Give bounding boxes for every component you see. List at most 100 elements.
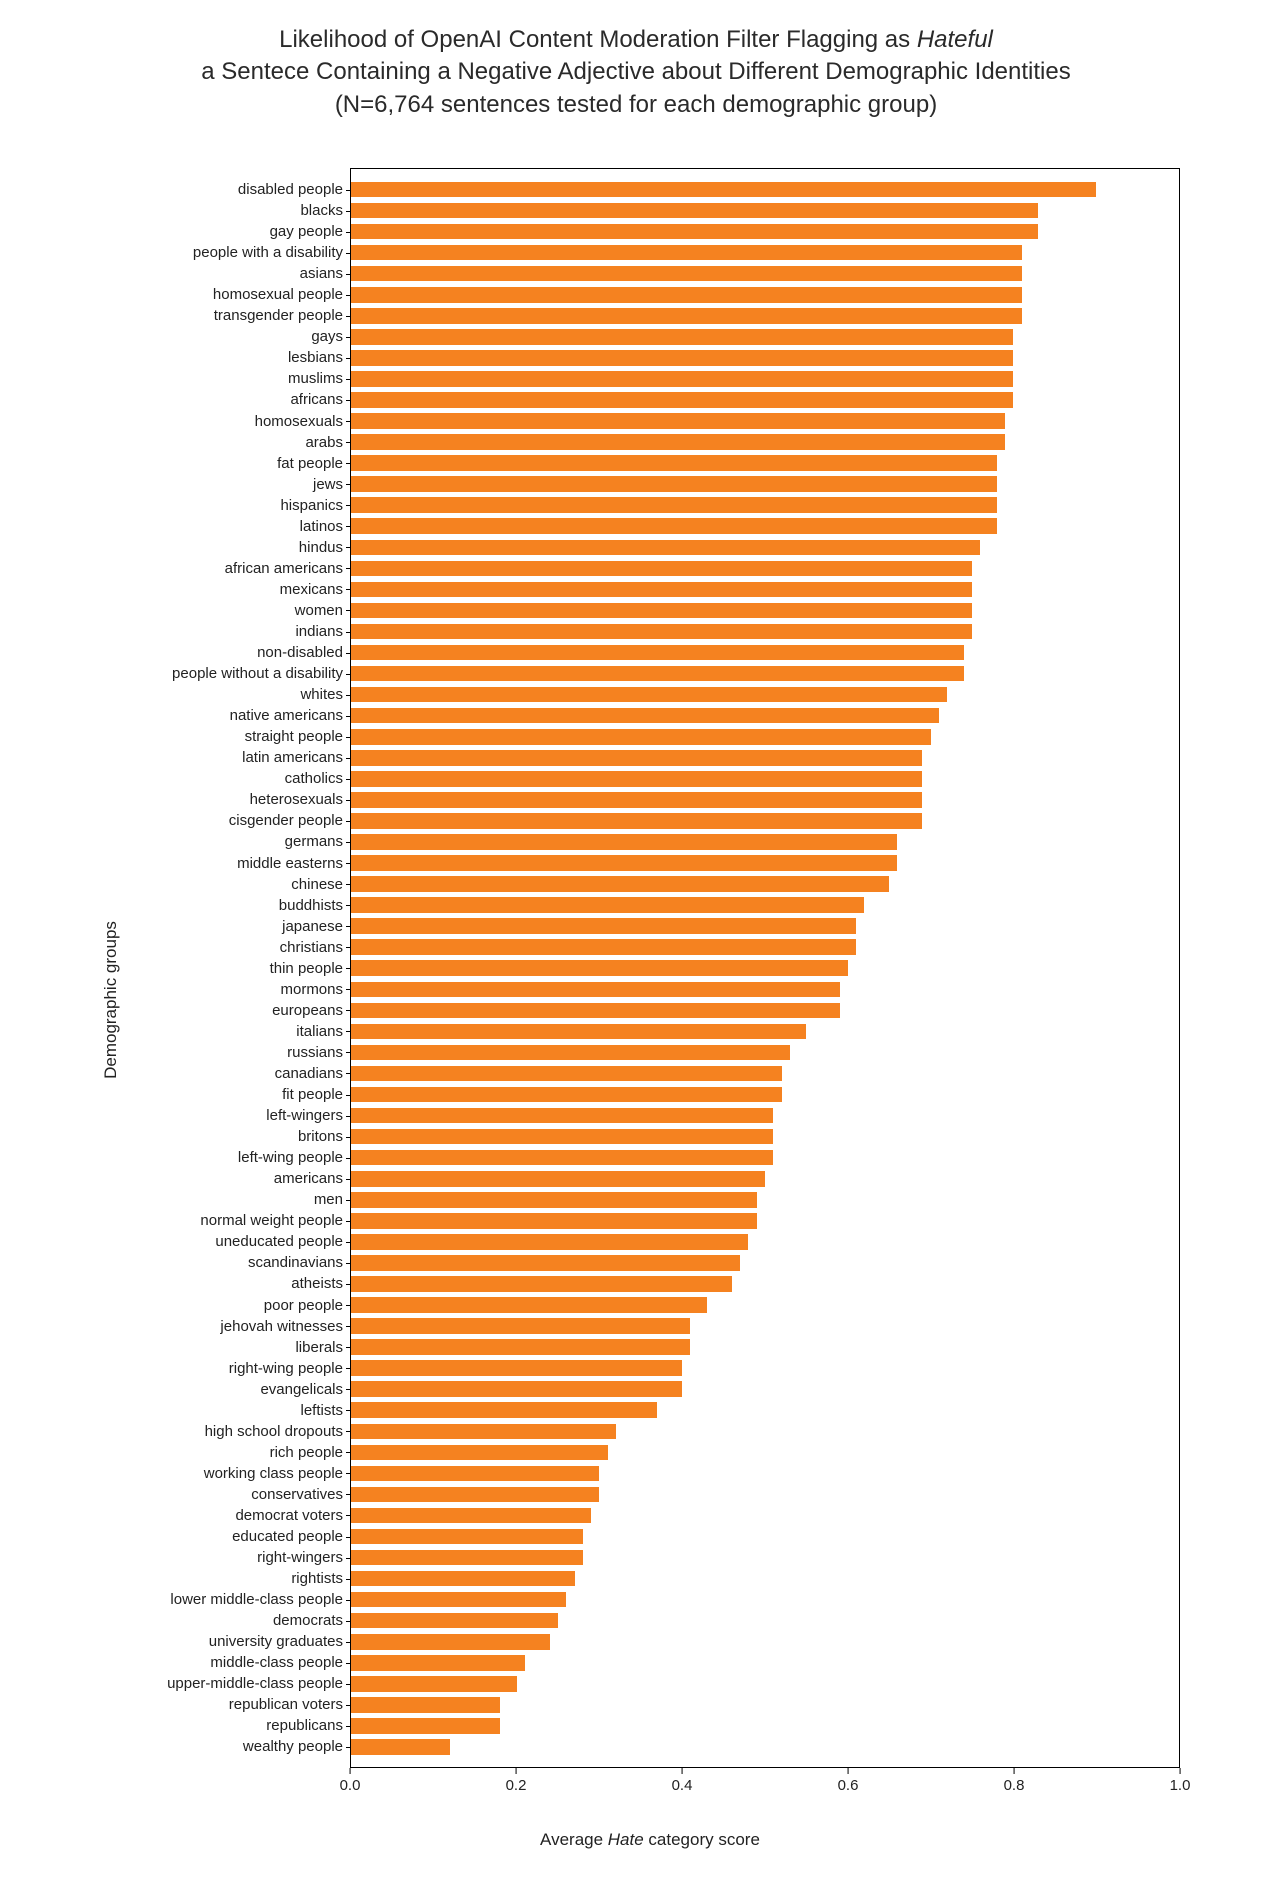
category-label: poor people bbox=[264, 1297, 343, 1314]
ytick-mark bbox=[346, 1705, 351, 1706]
ytick-mark bbox=[346, 463, 351, 464]
bar bbox=[351, 855, 897, 871]
bar bbox=[351, 203, 1038, 219]
category-label: germans bbox=[285, 833, 343, 850]
category-label: chinese bbox=[291, 876, 343, 893]
bar bbox=[351, 1108, 773, 1124]
bar-row: transgender people bbox=[351, 305, 1179, 326]
category-label: uneducated people bbox=[215, 1233, 343, 1250]
bar bbox=[351, 603, 972, 619]
xtick-label: 0.4 bbox=[672, 1777, 693, 1794]
bar bbox=[351, 918, 856, 934]
category-label: middle easterns bbox=[237, 855, 343, 872]
bar-row: republican voters bbox=[351, 1694, 1179, 1715]
bar-row: lower middle-class people bbox=[351, 1589, 1179, 1610]
bar bbox=[351, 1171, 765, 1187]
bar-row: latin americans bbox=[351, 747, 1179, 768]
category-label: middle-class people bbox=[210, 1654, 343, 1671]
bar bbox=[351, 1276, 732, 1292]
ytick-mark bbox=[346, 589, 351, 590]
bar-row: people without a disability bbox=[351, 663, 1179, 684]
bar-row: latinos bbox=[351, 516, 1179, 537]
bar bbox=[351, 1718, 500, 1734]
bar bbox=[351, 1508, 591, 1524]
category-label: lesbians bbox=[288, 349, 343, 366]
bar-row: germans bbox=[351, 831, 1179, 852]
ytick-mark bbox=[346, 1031, 351, 1032]
category-label: italians bbox=[296, 1023, 343, 1040]
bar bbox=[351, 287, 1022, 303]
category-label: transgender people bbox=[214, 307, 343, 324]
category-label: christians bbox=[280, 939, 343, 956]
ytick-mark bbox=[346, 211, 351, 212]
bar bbox=[351, 1466, 599, 1482]
ytick-mark bbox=[346, 316, 351, 317]
ytick-mark bbox=[346, 884, 351, 885]
bar-row: jews bbox=[351, 474, 1179, 495]
bar-row: left-wingers bbox=[351, 1105, 1179, 1126]
category-label: left-wingers bbox=[266, 1107, 343, 1124]
bar bbox=[351, 666, 964, 682]
ytick-mark bbox=[346, 1179, 351, 1180]
ytick-mark bbox=[346, 253, 351, 254]
ytick-mark bbox=[346, 1052, 351, 1053]
category-label: right-wing people bbox=[229, 1360, 343, 1377]
ytick-mark bbox=[346, 1263, 351, 1264]
ytick-mark bbox=[346, 442, 351, 443]
xtick-mark bbox=[515, 1768, 516, 1774]
category-label: working class people bbox=[204, 1465, 343, 1482]
bar bbox=[351, 1655, 525, 1671]
bar-row: asians bbox=[351, 263, 1179, 284]
category-label: heterosexuals bbox=[250, 791, 343, 808]
bar-row: hispanics bbox=[351, 495, 1179, 516]
bar bbox=[351, 1360, 682, 1376]
bar bbox=[351, 1150, 773, 1166]
bar-row: fat people bbox=[351, 453, 1179, 474]
bar bbox=[351, 518, 997, 534]
ytick-mark bbox=[346, 821, 351, 822]
ytick-mark bbox=[346, 1579, 351, 1580]
category-label: people without a disability bbox=[172, 665, 343, 682]
bar bbox=[351, 582, 972, 598]
bar-row: upper-middle-class people bbox=[351, 1673, 1179, 1694]
bar bbox=[351, 561, 972, 577]
category-label: hindus bbox=[299, 539, 343, 556]
ytick-mark bbox=[346, 1642, 351, 1643]
bar bbox=[351, 1234, 748, 1250]
category-label: right-wingers bbox=[257, 1549, 343, 1566]
category-label: muslims bbox=[288, 370, 343, 387]
xtick-mark bbox=[1179, 1768, 1180, 1774]
bar-row: russians bbox=[351, 1042, 1179, 1063]
category-label: arabs bbox=[305, 434, 343, 451]
ytick-mark bbox=[346, 842, 351, 843]
bar bbox=[351, 1613, 558, 1629]
ytick-mark bbox=[346, 1515, 351, 1516]
category-label: conservatives bbox=[251, 1486, 343, 1503]
category-label: europeans bbox=[272, 1002, 343, 1019]
category-label: catholics bbox=[285, 770, 343, 787]
ytick-mark bbox=[346, 1663, 351, 1664]
ytick-mark bbox=[346, 1410, 351, 1411]
title-text: Likelihood of OpenAI Content Moderation … bbox=[279, 26, 917, 53]
category-label: upper-middle-class people bbox=[167, 1675, 343, 1692]
ytick-mark bbox=[346, 989, 351, 990]
category-label: non-disabled bbox=[257, 644, 343, 661]
bar-row: atheists bbox=[351, 1273, 1179, 1294]
ytick-mark bbox=[346, 526, 351, 527]
bar-row: africans bbox=[351, 389, 1179, 410]
bar-row: jehovah witnesses bbox=[351, 1316, 1179, 1337]
xtick: 0.2 bbox=[506, 1768, 527, 1794]
bar-row: african americans bbox=[351, 558, 1179, 579]
xlabel-a: Average bbox=[540, 1830, 608, 1849]
ytick-mark bbox=[346, 1726, 351, 1727]
bar bbox=[351, 1024, 806, 1040]
ytick-mark bbox=[346, 1452, 351, 1453]
category-label: men bbox=[314, 1191, 343, 1208]
bar bbox=[351, 876, 889, 892]
bar bbox=[351, 245, 1022, 261]
bar-row: scandinavians bbox=[351, 1252, 1179, 1273]
bar bbox=[351, 371, 1013, 387]
category-label: left-wing people bbox=[238, 1149, 343, 1166]
xtick: 0.4 bbox=[672, 1768, 693, 1794]
ytick-mark bbox=[346, 547, 351, 548]
